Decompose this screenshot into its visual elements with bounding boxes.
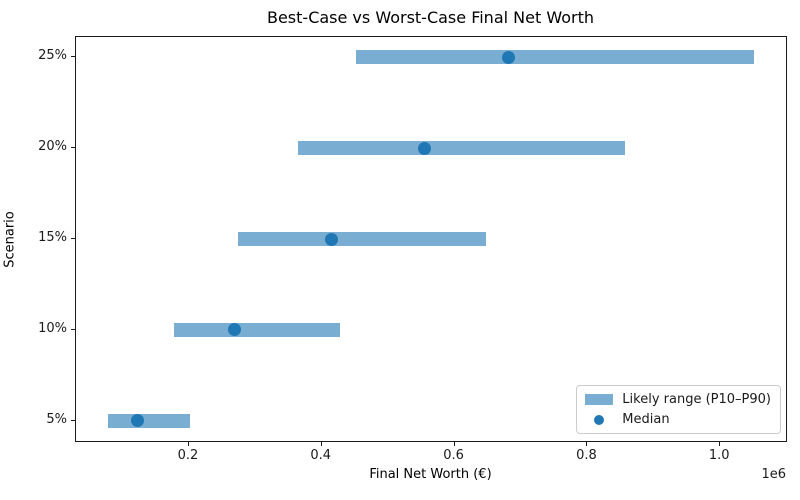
median-dot <box>325 232 339 246</box>
x-tick-label: 0.2 <box>177 448 199 463</box>
y-tick-label: 15% <box>38 230 67 245</box>
x-axis-label: Final Net Worth (€) <box>369 467 492 482</box>
y-tick-label: 25% <box>38 48 67 64</box>
median-dot <box>418 141 432 155</box>
range-bar <box>355 50 755 65</box>
median-dot <box>228 323 242 337</box>
range-bar <box>173 322 340 337</box>
x-tick-mark <box>719 442 721 446</box>
x-tick-mark <box>187 442 189 446</box>
y-tick-mark <box>71 147 75 148</box>
axis-offset-label: 1e6 <box>761 467 786 482</box>
y-tick-label: 20% <box>38 139 67 154</box>
range-bar <box>298 141 626 155</box>
y-tick-mark <box>71 328 75 330</box>
plot-area: Likely range (P10–P90) Median <box>75 36 787 442</box>
x-tick-label: 0.4 <box>310 448 332 463</box>
x-tick-mark <box>586 442 588 446</box>
chart-title: Best-Case vs Worst-Case Final Net Worth <box>266 8 594 27</box>
x-tick-label: 0.8 <box>576 448 597 463</box>
legend-item-median: Median <box>585 412 771 427</box>
range-bar <box>107 413 190 428</box>
x-tick-label: 0.6 <box>443 448 464 463</box>
y-tick-mark <box>71 238 75 239</box>
range-bar <box>238 232 486 246</box>
median-dot-icon <box>585 414 613 425</box>
x-tick-label: 1.0 <box>708 448 730 463</box>
legend-item-likely-range: Likely range (P10–P90) <box>585 392 771 407</box>
x-tick-mark <box>320 442 322 446</box>
median-dot <box>131 414 145 428</box>
y-tick-mark <box>71 56 75 58</box>
y-tick-label: 5% <box>46 411 67 427</box>
legend: Likely range (P10–P90) Median <box>576 385 781 434</box>
y-tick-label: 10% <box>38 320 67 336</box>
y-tick-mark <box>71 419 75 421</box>
median-dot <box>501 50 515 64</box>
x-tick-mark <box>453 442 455 446</box>
legend-label-median: Median <box>622 412 670 427</box>
range-swatch-icon <box>585 394 614 405</box>
legend-label-range: Likely range (P10–P90) <box>622 392 771 407</box>
